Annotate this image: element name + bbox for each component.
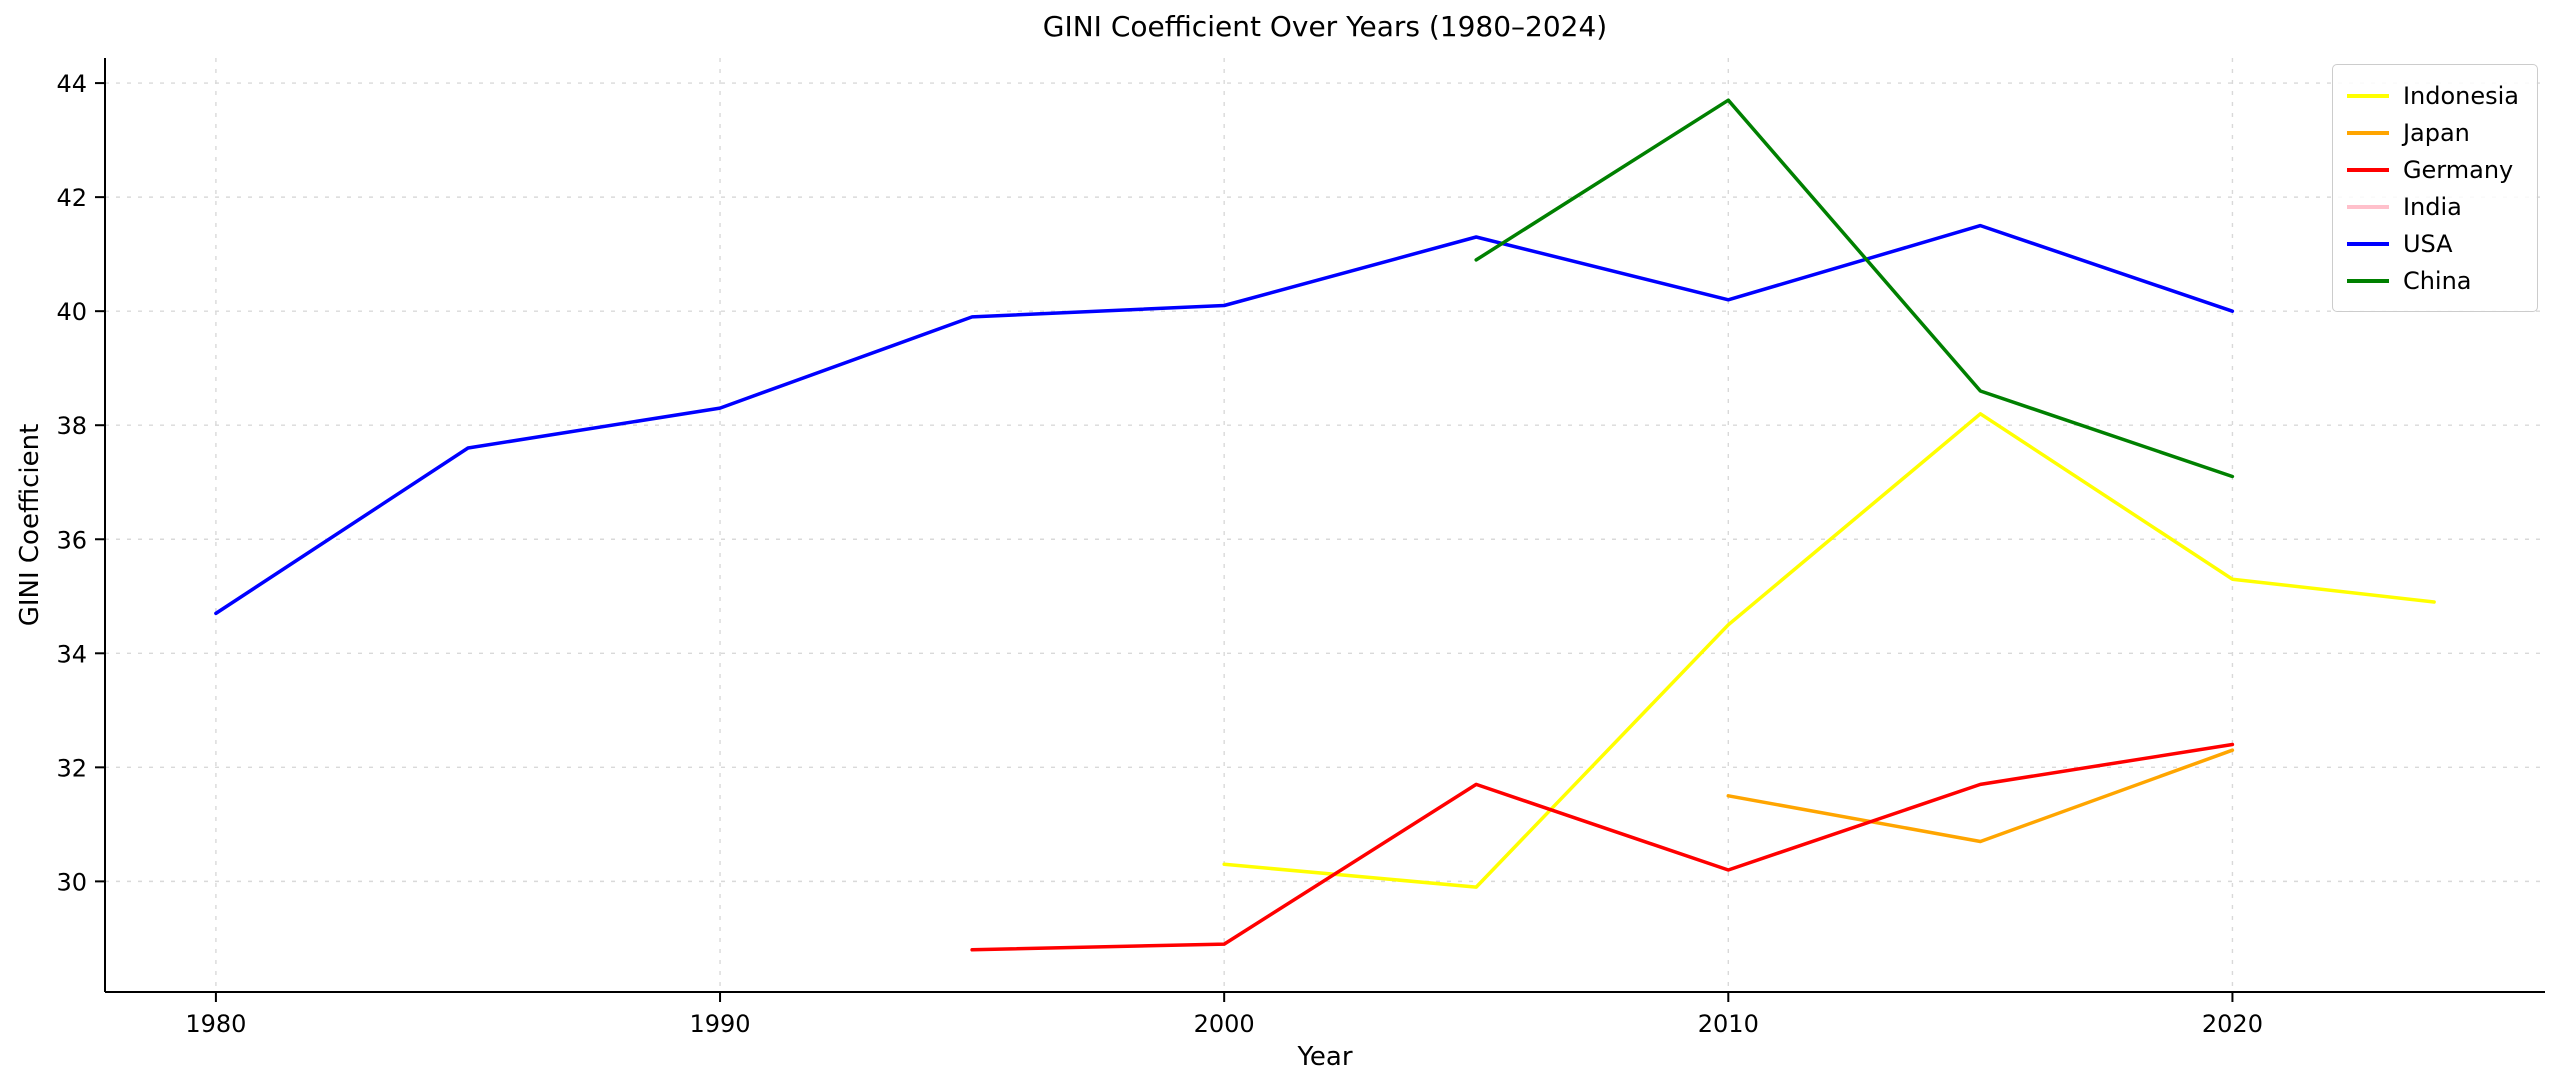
x-tick-label: 2000 — [1194, 1010, 1255, 1038]
legend-swatch-usa — [2346, 241, 2389, 246]
legend-item-japan: Japan — [2346, 114, 2519, 151]
series-line-germany — [970, 742, 2235, 952]
legend-item-india: India — [2346, 188, 2519, 225]
legend-swatch-china — [2346, 278, 2389, 283]
x-tick-label: 1990 — [690, 1010, 751, 1038]
series-line-china — [1474, 98, 2235, 479]
legend-label-germany: Germany — [2402, 155, 2514, 184]
legend-label-china: China — [2402, 266, 2472, 295]
legend-label-indonesia: Indonesia — [2402, 81, 2519, 110]
y-tick-label: 34 — [56, 640, 87, 668]
x-tick-label: 2020 — [2202, 1010, 2263, 1038]
legend-swatch-germany — [2346, 167, 2389, 172]
series-line-japan — [1726, 748, 2235, 844]
y-axis-label: GINI Coefficient — [15, 423, 45, 627]
x-tick-label: 2010 — [1698, 1010, 1759, 1038]
x-tick-label: 1980 — [185, 1010, 246, 1038]
y-tick-label: 42 — [56, 184, 87, 212]
y-tick-label: 30 — [56, 868, 87, 896]
y-tick-label: 38 — [56, 412, 87, 440]
y-tick-label: 32 — [56, 754, 87, 782]
legend: Indonesia Japan Germany India USA China — [2331, 64, 2538, 312]
legend-label-japan: Japan — [2402, 118, 2470, 147]
legend-swatch-japan — [2346, 130, 2389, 135]
chart-title: GINI Coefficient Over Years (1980–2024) — [1042, 10, 1608, 43]
y-tick-label: 44 — [56, 70, 87, 98]
legend-item-germany: Germany — [2346, 151, 2519, 188]
y-tick-label: 40 — [56, 298, 87, 326]
legend-item-usa: USA — [2346, 225, 2519, 262]
legend-item-china: China — [2346, 262, 2519, 299]
legend-swatch-india — [2346, 204, 2389, 209]
legend-item-indonesia: Indonesia — [2346, 77, 2519, 114]
legend-label-usa: USA — [2402, 229, 2453, 258]
y-tick-label: 36 — [56, 526, 87, 554]
legend-swatch-indonesia — [2346, 93, 2389, 98]
legend-label-india: India — [2402, 192, 2462, 221]
series-line-indonesia — [1222, 412, 2436, 889]
x-axis-label: Year — [1297, 1042, 1353, 1072]
series-line-usa — [214, 223, 2235, 616]
